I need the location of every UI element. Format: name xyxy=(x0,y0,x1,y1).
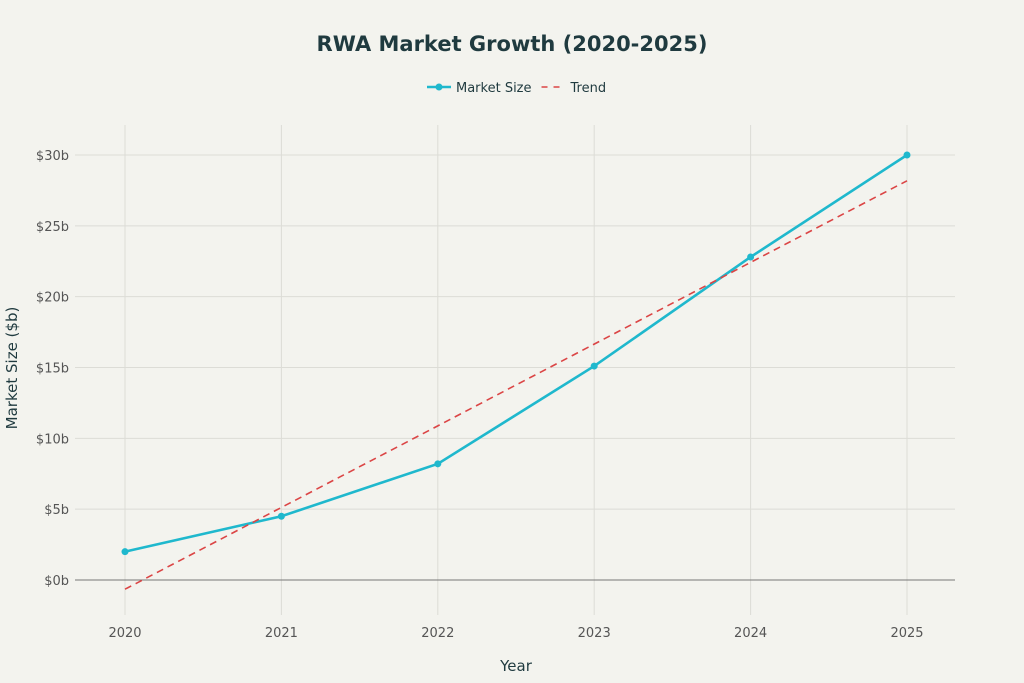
y-tick-label: $10b xyxy=(36,432,69,447)
legend-label-trend: Trend xyxy=(570,81,607,96)
y-tick-label: $15b xyxy=(36,361,69,376)
y-tick-label: $20b xyxy=(36,291,69,306)
x-tick-label: 2023 xyxy=(578,626,611,641)
y-tick-label: $30b xyxy=(36,149,69,164)
market-size-point xyxy=(590,362,598,370)
market-size-point xyxy=(434,460,442,468)
market-size-point xyxy=(121,548,129,556)
series xyxy=(121,151,911,590)
market-size-point xyxy=(747,253,755,261)
y-tick-label: $0b xyxy=(44,574,69,589)
market-size-line xyxy=(124,153,908,553)
x-tick-label: 2021 xyxy=(265,626,298,641)
ticks: 2020 2021 2022 2023 2024 2025 $0b $5b $10b $15b $2… xyxy=(36,149,924,641)
y-axis-label: Market Size ($b) xyxy=(3,307,21,430)
legend[interactable]: Market Size Trend xyxy=(427,81,606,96)
x-tick-label: 2022 xyxy=(421,626,454,641)
x-axis-label: Year xyxy=(499,657,533,675)
y-tick-label: $5b xyxy=(44,503,69,518)
chart-title: RWA Market Growth (2020-2025) xyxy=(317,32,708,56)
market-size-point xyxy=(277,512,285,520)
x-tick-label: 2025 xyxy=(890,626,923,641)
legend-label-market-size: Market Size xyxy=(456,81,532,96)
y-tick-label: $25b xyxy=(36,220,69,235)
trend-line xyxy=(124,180,908,590)
legend-marker-market-size xyxy=(435,83,443,91)
x-tick-label: 2024 xyxy=(734,626,767,641)
grid xyxy=(75,125,955,615)
market-size-point xyxy=(903,151,911,159)
x-tick-label: 2020 xyxy=(108,626,141,641)
